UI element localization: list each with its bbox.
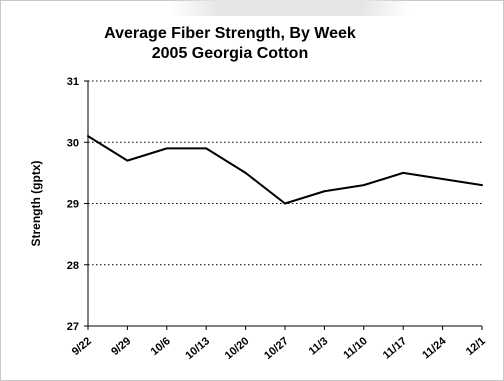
x-tick-label: 12/1 bbox=[464, 335, 488, 358]
x-tick-label: 11/24 bbox=[420, 335, 449, 362]
data-point bbox=[481, 184, 483, 187]
x-tick-label: 10/13 bbox=[183, 335, 212, 362]
x-tick-label: 10/6 bbox=[149, 335, 173, 358]
data-point bbox=[441, 178, 444, 180]
x-tick-label: 10/27 bbox=[262, 335, 291, 362]
data-point bbox=[165, 147, 168, 150]
series-group bbox=[87, 135, 483, 205]
x-tick-label: 9/22 bbox=[70, 335, 94, 358]
chart-title-block: Average Fiber Strength, By Week 2005 Geo… bbox=[40, 24, 420, 64]
chart-title: Average Fiber Strength, By Week bbox=[104, 25, 356, 42]
data-point bbox=[126, 159, 129, 162]
y-axis-title: Strength (gptx) bbox=[29, 161, 43, 247]
x-tick-labels: 9/22 9/29 10/6 10/13 10/20 10/27 11/3 11/10 11/1… bbox=[70, 335, 488, 362]
y-tick-label: 31 bbox=[67, 76, 79, 88]
y-tick-label: 29 bbox=[67, 199, 79, 211]
y-tick-labels: 27 28 29 30 31 bbox=[67, 76, 79, 333]
x-tick-label: 11/3 bbox=[307, 335, 331, 358]
data-point bbox=[87, 135, 89, 138]
data-point bbox=[284, 202, 286, 205]
y-tick-label: 30 bbox=[67, 137, 79, 149]
data-point bbox=[402, 171, 405, 174]
y-tick-label: 27 bbox=[67, 321, 79, 333]
chart-subtitle: 2005 Georgia Cotton bbox=[151, 45, 309, 62]
data-point bbox=[205, 147, 208, 150]
x-tick-label: 9/29 bbox=[109, 335, 133, 358]
data-point bbox=[244, 171, 247, 174]
axes bbox=[84, 80, 483, 330]
data-point bbox=[323, 190, 326, 193]
x-tick-label: 11/17 bbox=[381, 335, 409, 361]
x-tick-label: 10/20 bbox=[223, 335, 252, 362]
x-tick-label: 11/10 bbox=[341, 335, 369, 361]
top-decorative-strip bbox=[170, 0, 410, 16]
y-tick-label: 28 bbox=[67, 260, 79, 272]
data-point bbox=[362, 184, 365, 187]
